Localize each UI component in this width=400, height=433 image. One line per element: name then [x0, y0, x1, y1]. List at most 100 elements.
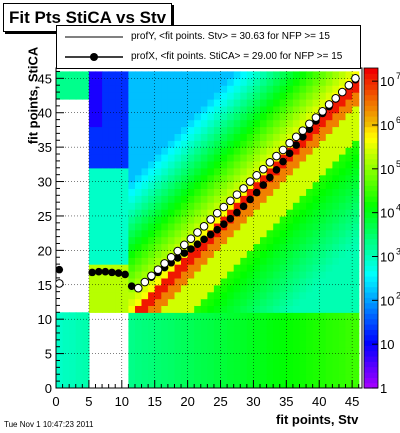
heat-cell — [227, 99, 235, 107]
heat-cell — [260, 92, 268, 100]
heat-cell — [325, 277, 333, 286]
heat-cell — [154, 154, 162, 162]
heat-cell — [240, 236, 248, 245]
heat-cell — [95, 291, 103, 300]
heat-cell — [187, 112, 195, 121]
heat-cell — [266, 99, 274, 107]
heat-cell — [95, 140, 103, 148]
heat-cell — [154, 374, 162, 382]
heat-cell — [88, 99, 97, 107]
heat-cell — [332, 174, 340, 183]
heat-cell — [266, 167, 274, 176]
heat-cell — [121, 291, 129, 300]
heat-cell — [167, 360, 176, 368]
heat-cell — [352, 271, 360, 279]
heat-cell — [213, 264, 222, 272]
heat-cell — [121, 284, 129, 293]
heat-cell — [352, 236, 360, 245]
heat-cell — [325, 126, 333, 134]
heat-cell — [141, 160, 149, 169]
heat-cell — [102, 160, 110, 169]
heat-cell — [266, 374, 274, 382]
heat-cell — [240, 167, 248, 176]
heat-cell — [161, 243, 169, 251]
heat-cell — [325, 133, 333, 141]
heat-cell — [135, 381, 143, 388]
heat-cell — [319, 374, 327, 382]
heat-cell — [181, 284, 189, 293]
heat-cell — [220, 374, 228, 382]
heat-cell — [88, 105, 97, 114]
heat-cell — [213, 291, 222, 300]
heat-cell — [240, 71, 248, 79]
heat-cell — [220, 312, 228, 320]
heat-cell — [135, 119, 143, 128]
heat-cell — [135, 78, 143, 86]
heat-cell — [167, 174, 176, 183]
heat-cell — [299, 92, 307, 100]
heat-cell — [220, 112, 228, 121]
heat-cell — [332, 374, 340, 382]
heat-cell — [312, 154, 320, 162]
heat-cell — [121, 160, 129, 169]
heat-cell — [312, 374, 320, 382]
heat-cell — [319, 160, 327, 169]
heat-cell — [345, 154, 353, 162]
heat-cell — [167, 326, 176, 334]
heat-cell — [260, 133, 268, 141]
heat-cell — [332, 209, 340, 217]
palette-cell — [364, 308, 378, 314]
palette-cell — [364, 132, 378, 138]
heat-cell — [135, 195, 143, 203]
heat-cell — [102, 99, 110, 107]
heat-cell — [115, 236, 123, 245]
heat-cell — [141, 367, 149, 375]
heat-cell — [233, 195, 241, 203]
heat-cell — [95, 195, 103, 203]
heat-cell — [345, 195, 353, 203]
heat-cell — [181, 105, 189, 114]
heat-cell — [260, 374, 268, 382]
heat-cell — [194, 381, 202, 388]
heat-cell — [332, 353, 340, 362]
heat-cell — [273, 264, 281, 272]
heat-cell — [135, 112, 143, 121]
heat-cell — [233, 374, 241, 382]
heat-cell — [200, 319, 208, 327]
heat-cell — [352, 257, 360, 265]
heat-cell — [299, 271, 307, 279]
heat-cell — [266, 277, 274, 286]
heat-cell — [135, 243, 143, 251]
heat-cell — [306, 105, 314, 114]
heat-cell — [161, 346, 169, 355]
heat-cell — [319, 202, 327, 210]
palette-cell — [364, 324, 378, 330]
heat-cell — [187, 312, 195, 320]
heat-cell — [286, 312, 294, 320]
heat-cell — [88, 195, 97, 203]
heat-cell — [174, 271, 182, 279]
heat-cell — [207, 346, 215, 355]
heat-cell — [306, 112, 314, 121]
heat-cell — [292, 305, 301, 313]
heat-cell — [141, 119, 149, 128]
heat-cell — [115, 85, 123, 93]
heat-cell — [213, 305, 222, 313]
heat-cell — [187, 85, 195, 93]
heat-cell — [273, 360, 281, 368]
heat-cell — [187, 277, 195, 286]
heat-cell — [325, 381, 333, 388]
heat-cell — [181, 381, 189, 388]
heat-cell — [213, 339, 222, 348]
heat-cell — [352, 105, 360, 114]
heat-cell — [345, 374, 353, 382]
heat-cell — [273, 319, 281, 327]
heat-cell — [141, 99, 149, 107]
heat-cell — [121, 71, 129, 79]
heat-cell — [141, 229, 149, 238]
heat-cell — [227, 174, 235, 183]
palette-cell — [364, 169, 378, 176]
x-tick-label: 40 — [312, 394, 326, 409]
heat-cell — [299, 160, 307, 169]
heat-cell — [161, 229, 169, 238]
